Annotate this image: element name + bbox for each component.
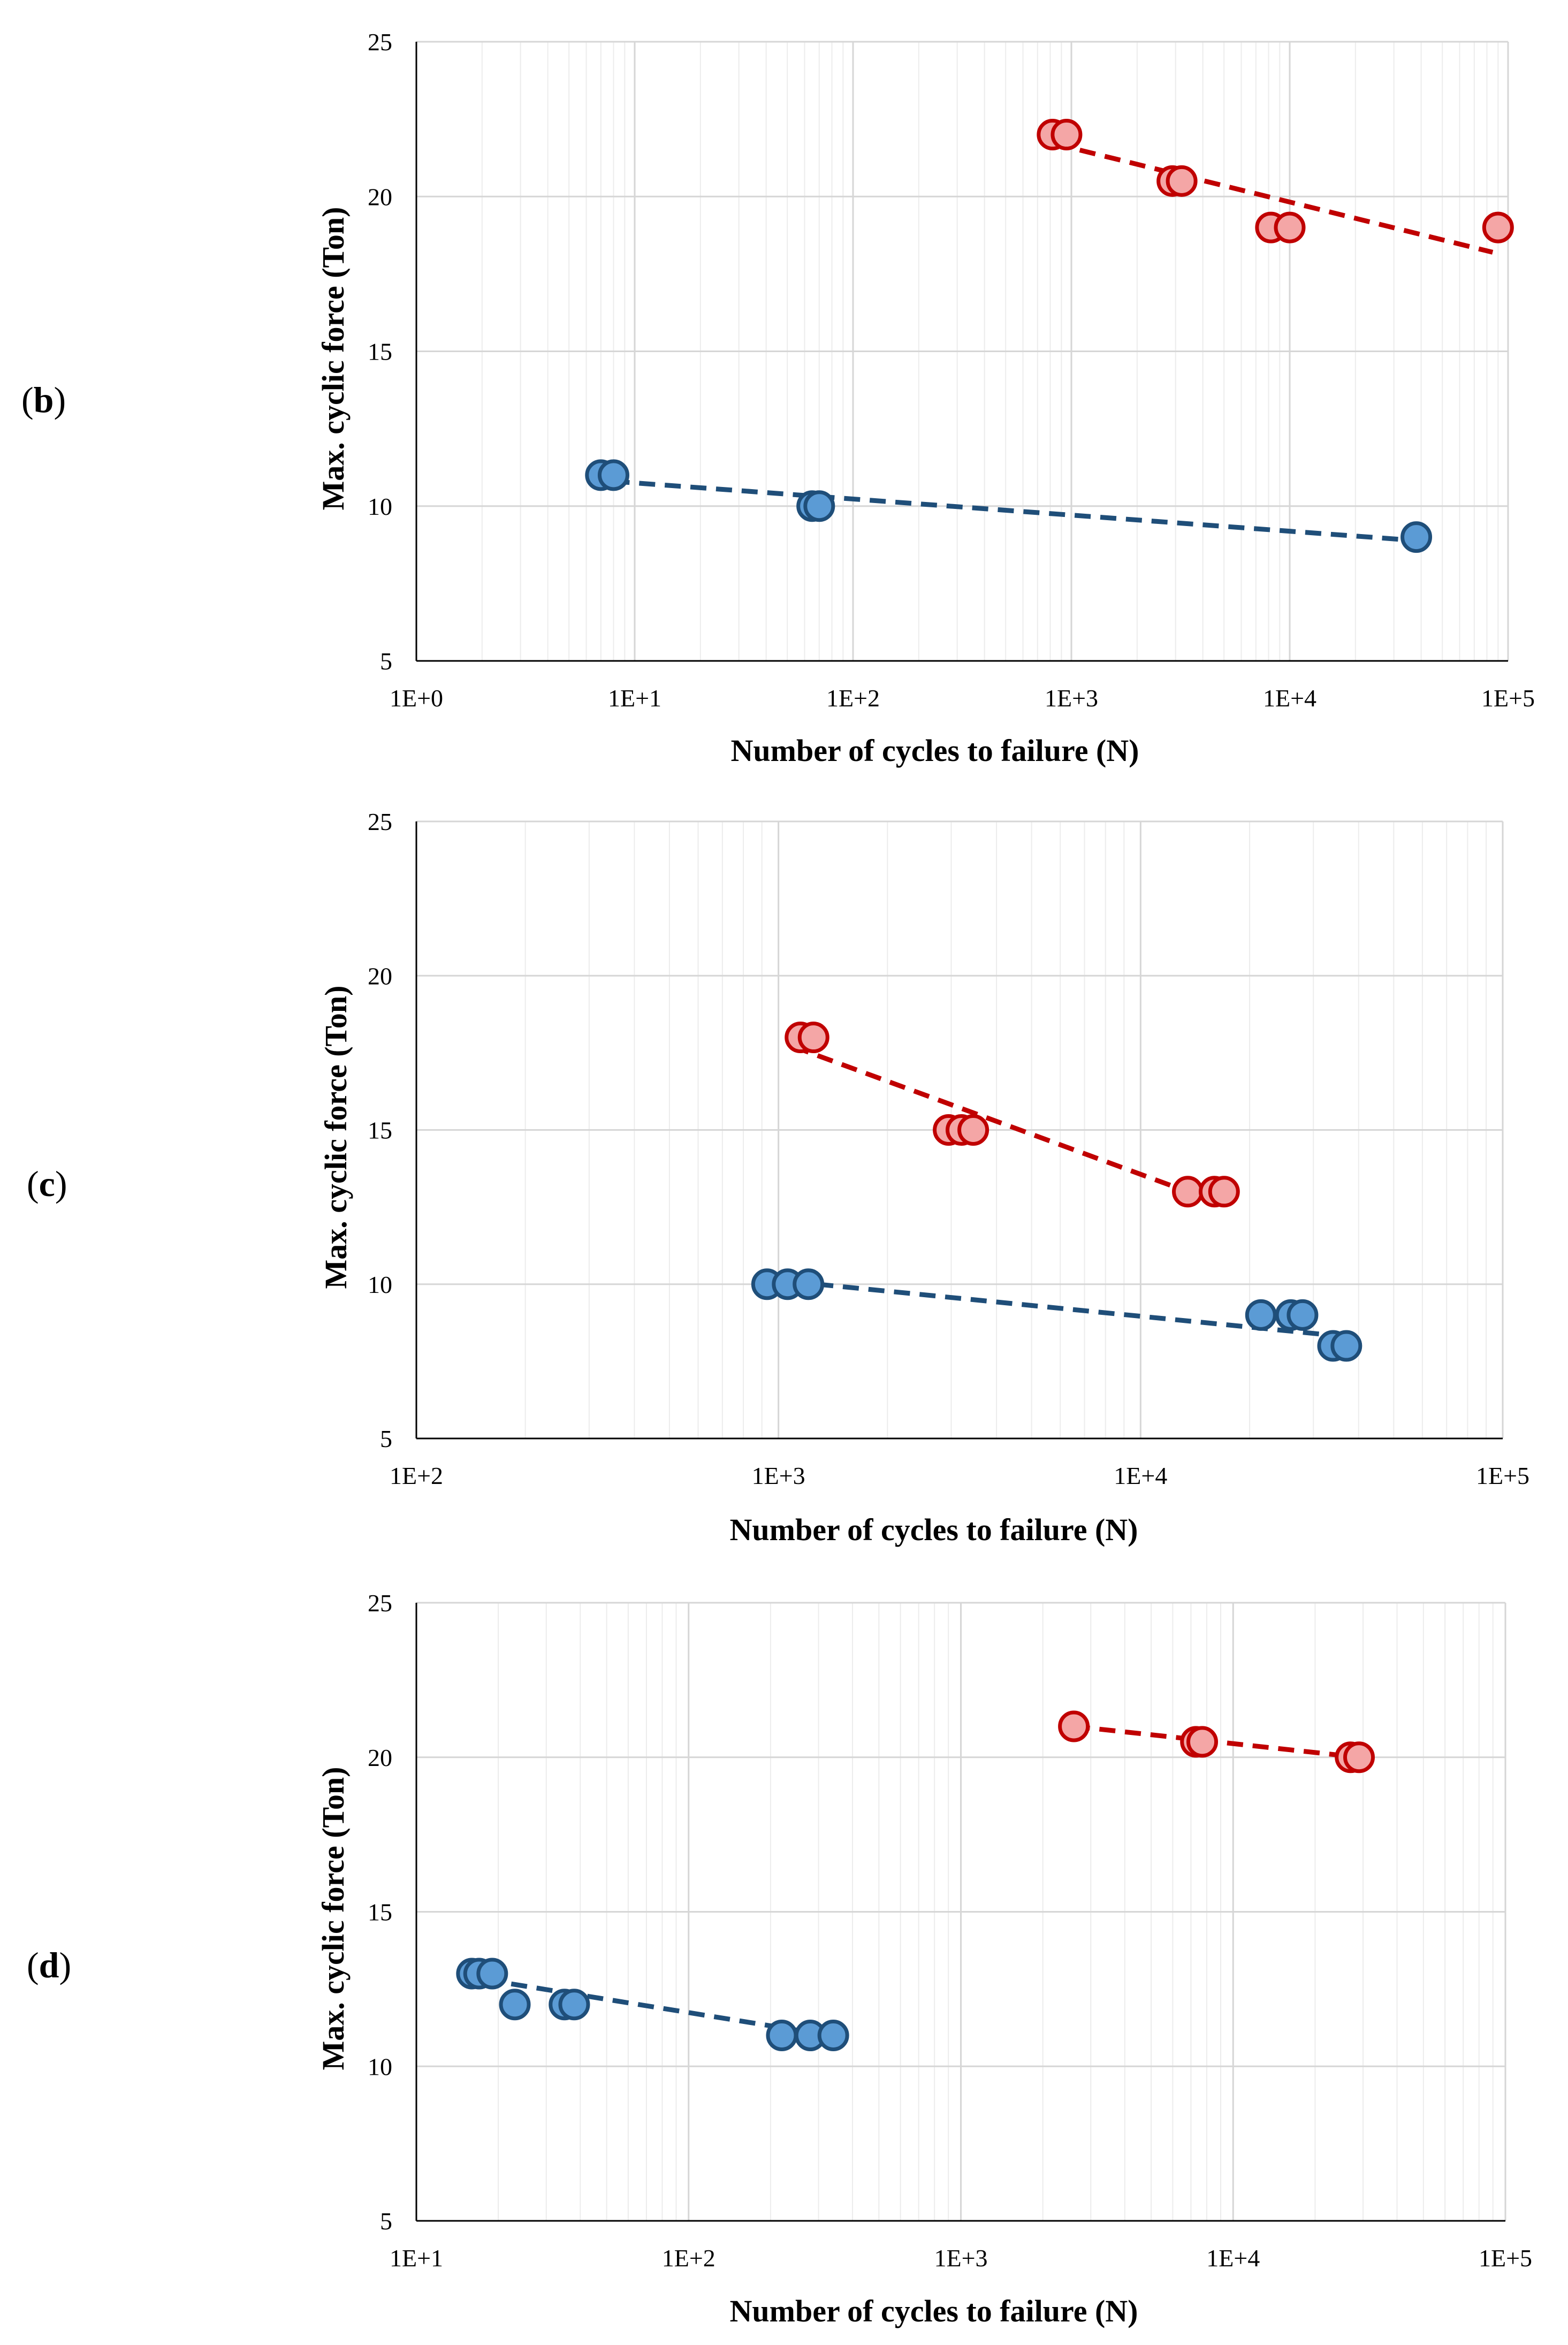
y-tick-label: 5 xyxy=(380,1425,392,1452)
chart-c-x-axis-title: Number of cycles to failure (N) xyxy=(730,1512,1138,1547)
x-tick-label: 1E+2 xyxy=(390,1462,443,1489)
y-tick-label: 15 xyxy=(368,338,392,366)
data-point-lower xyxy=(793,1268,825,1300)
data-point-lower xyxy=(766,2020,798,2051)
data-point-upper xyxy=(1058,1710,1090,1742)
chart-b-grid xyxy=(415,41,1509,662)
x-tick-label: 1E+5 xyxy=(1476,1462,1529,1489)
y-tick-label: 5 xyxy=(380,2207,392,2235)
y-tick-label: 5 xyxy=(380,648,392,675)
data-point-upper xyxy=(1186,1726,1219,1758)
chart-b-x-axis-title: Number of cycles to failure (N) xyxy=(731,733,1139,768)
chart-c-axes xyxy=(415,821,1503,1440)
chart-c-trendlines xyxy=(793,1044,1347,1339)
data-point-lower xyxy=(1330,1330,1363,1362)
chart-c-points xyxy=(751,1022,1363,1362)
chart-b-ticks: 1E+0 1E+1 1E+2 1E+3 1E+4 1E+5 5 10 15 20 25 xyxy=(368,28,1535,712)
data-point-upper xyxy=(797,1022,829,1054)
data-point-upper xyxy=(1172,1176,1204,1208)
x-tick-label: 1E+3 xyxy=(934,2244,987,2272)
data-point-upper xyxy=(1274,211,1306,243)
x-tick-label: 1E+5 xyxy=(1479,2244,1532,2272)
data-point-lower xyxy=(499,1989,531,2021)
y-tick-label: 10 xyxy=(368,1271,392,1298)
y-tick-label: 25 xyxy=(368,808,392,835)
x-tick-label: 1E+1 xyxy=(390,2244,443,2272)
x-tick-label: 1E+1 xyxy=(608,684,661,712)
chart-d-points xyxy=(456,1710,1375,2051)
y-tick-label: 25 xyxy=(368,1589,392,1617)
data-point-lower xyxy=(597,459,629,491)
chart-d-y-axis-title: Max. cyclic force (Ton) xyxy=(316,1767,351,2070)
chart-d-grid xyxy=(415,1602,1506,2222)
x-tick-label: 1E+2 xyxy=(662,2244,716,2272)
chart-b: 1E+0 1E+1 1E+2 1E+3 1E+4 1E+5 5 10 15 20 25 Number… xyxy=(316,28,1535,768)
chart-b-trendlines xyxy=(613,141,1494,543)
data-point-upper xyxy=(1051,119,1083,151)
panel-label-b: (b) xyxy=(21,379,66,420)
y-tick-label: 20 xyxy=(368,1744,392,1771)
panel-label-c: (c) xyxy=(27,1163,67,1204)
x-tick-label: 1E+4 xyxy=(1206,2244,1260,2272)
trendline-upper xyxy=(793,1044,1189,1194)
y-tick-label: 20 xyxy=(368,962,392,989)
data-point-upper xyxy=(957,1114,989,1146)
trendline-lower xyxy=(613,478,1412,543)
chart-d-axes xyxy=(415,1603,1505,2222)
x-tick-label: 1E+0 xyxy=(390,684,443,712)
data-point-lower xyxy=(803,490,835,522)
data-point-upper xyxy=(1343,1741,1375,1773)
chart-d: 1E+1 1E+2 1E+3 1E+4 1E+5 5 10 15 20 25 Number of … xyxy=(316,1589,1532,2328)
chart-b-axes xyxy=(415,42,1508,662)
chart-d-trendlines xyxy=(485,1724,1359,2038)
data-point-lower xyxy=(1245,1299,1277,1331)
data-point-lower xyxy=(817,2020,849,2051)
chart-c: 1E+2 1E+3 1E+4 1E+5 5 10 15 20 25 Number of cycl… xyxy=(318,808,1529,1547)
y-tick-label: 10 xyxy=(368,2053,392,2080)
x-tick-label: 1E+3 xyxy=(752,1462,805,1489)
chart-d-x-axis-title: Number of cycles to failure (N) xyxy=(730,2294,1138,2328)
chart-d-ticks: 1E+1 1E+2 1E+3 1E+4 1E+5 5 10 15 20 25 xyxy=(368,1589,1532,2272)
y-tick-label: 15 xyxy=(368,1899,392,1926)
y-tick-label: 20 xyxy=(368,183,392,210)
data-point-upper xyxy=(1208,1176,1240,1208)
chart-b-y-axis-title: Max. cyclic force (Ton) xyxy=(316,207,351,511)
y-tick-label: 10 xyxy=(368,493,392,520)
data-point-lower xyxy=(476,1958,508,1990)
y-tick-label: 25 xyxy=(368,28,392,56)
chart-b-points xyxy=(585,119,1514,553)
x-tick-label: 1E+4 xyxy=(1114,1462,1167,1489)
data-point-lower xyxy=(1400,521,1433,553)
panel-label-d: (d) xyxy=(27,1945,71,1985)
data-point-lower xyxy=(1287,1299,1319,1331)
chart-c-y-axis-title: Max. cyclic force (Ton) xyxy=(318,986,353,1289)
data-point-lower xyxy=(558,1989,590,2021)
data-point-upper xyxy=(1166,165,1198,197)
y-tick-label: 15 xyxy=(368,1117,392,1144)
x-tick-label: 1E+2 xyxy=(826,684,880,712)
x-tick-label: 1E+5 xyxy=(1481,684,1535,712)
x-tick-label: 1E+4 xyxy=(1263,684,1316,712)
x-tick-label: 1E+3 xyxy=(1045,684,1098,712)
chart-c-ticks: 1E+2 1E+3 1E+4 1E+5 5 10 15 20 25 xyxy=(368,808,1529,1489)
data-point-upper xyxy=(1482,211,1514,243)
